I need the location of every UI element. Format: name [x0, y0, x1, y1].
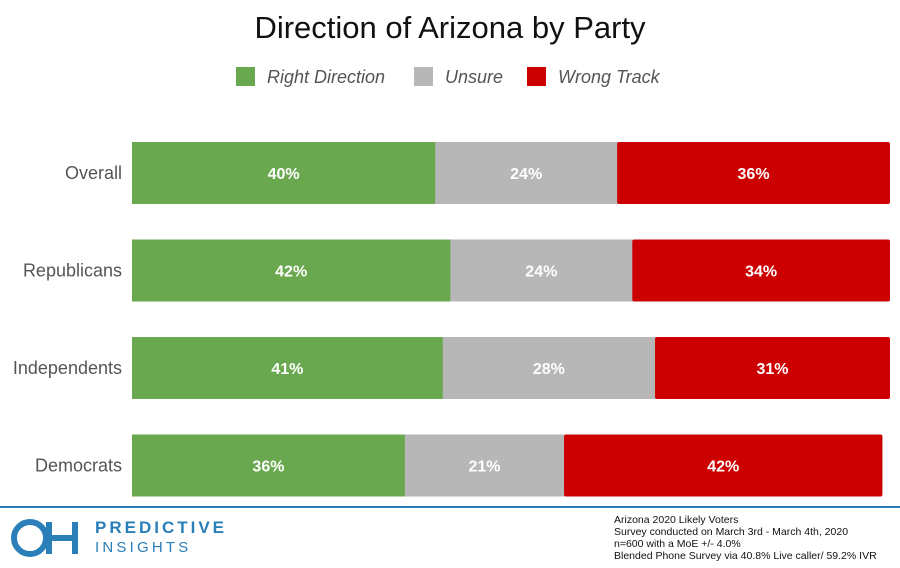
bar-label-independents-right-direction: 41% [271, 361, 303, 378]
bar-row-republicans: 42% 24% 34% [132, 239, 890, 302]
bar-label-republicans-right-direction: 42% [275, 264, 307, 281]
bar-republicans-right-direction [132, 239, 451, 302]
bar-label-democrats-right-direction: 36% [252, 459, 284, 476]
oh-logo-icon [11, 519, 78, 557]
bar-overall-wrong-track [617, 142, 890, 204]
legend-label-right-direction: Right Direction [267, 67, 385, 87]
category-label-republicans: Republicans [23, 261, 122, 281]
category-label-independents: Independents [13, 358, 122, 378]
bar-republicans-unsure [450, 239, 633, 302]
legend-swatch-right-direction [236, 67, 255, 86]
legend: Right Direction Unsure Wrong Track [236, 67, 661, 87]
bar-independents-wrong-track [655, 337, 890, 399]
legend-item-wrong-track: Wrong Track [527, 67, 661, 87]
survey-note-1: Arizona 2020 Likely Voters [614, 514, 739, 526]
stacked-bar-chart: Direction of Arizona by Party Right Dire… [13, 10, 890, 497]
survey-note-4: Blended Phone Survey via 40.8% Live call… [614, 550, 877, 562]
bar-label-republicans-unsure: 24% [525, 264, 557, 281]
bar-independents-right-direction [132, 337, 444, 399]
bar-overall-right-direction [132, 142, 436, 204]
bar-label-democrats-wrong-track: 42% [707, 459, 739, 476]
bar-label-independents-wrong-track: 31% [756, 361, 788, 378]
survey-note-3: n=600 with a MoE +/- 4.0% [614, 538, 741, 550]
bar-democrats-right-direction [132, 434, 406, 497]
category-label-overall: Overall [65, 163, 122, 183]
category-labels: Overall Republicans Independents Democrats [13, 163, 122, 476]
bar-label-overall-wrong-track: 36% [738, 166, 770, 183]
bars: 40% 24% 36% 42% 24% 34% 41% 28% 31% 36% 21% 42% [132, 142, 890, 497]
legend-swatch-wrong-track [527, 67, 546, 86]
bar-label-republicans-wrong-track: 34% [745, 264, 777, 281]
survey-note-2: Survey conducted on March 3rd - March 4t… [614, 526, 849, 538]
footer-divider [0, 506, 900, 508]
legend-label-unsure: Unsure [445, 67, 503, 87]
bar-label-overall-right-direction: 40% [268, 166, 300, 183]
bar-overall-unsure [435, 142, 618, 204]
bar-label-democrats-unsure: 21% [468, 459, 500, 476]
brand-line-1: PREDICTIVE [95, 518, 228, 537]
legend-label-wrong-track: Wrong Track [558, 67, 661, 87]
bar-label-independents-unsure: 28% [533, 361, 565, 378]
legend-item-right-direction: Right Direction [236, 67, 385, 87]
brand-wordmark: PREDICTIVE INSIGHTS [95, 518, 227, 557]
bar-independents-unsure [442, 337, 656, 399]
legend-swatch-unsure [414, 67, 433, 86]
chart-title: Direction of Arizona by Party [254, 10, 646, 45]
category-label-democrats: Democrats [35, 456, 122, 476]
legend-item-unsure: Unsure [414, 67, 503, 87]
bar-democrats-wrong-track [564, 434, 883, 497]
bar-republicans-wrong-track [632, 239, 890, 302]
bar-label-overall-unsure: 24% [510, 166, 542, 183]
bar-democrats-unsure [404, 434, 565, 497]
bar-row-independents: 41% 28% 31% [132, 337, 890, 399]
brand-line-2: INSIGHTS [95, 539, 192, 556]
survey-notes: Arizona 2020 Likely Voters Survey conduc… [614, 514, 877, 562]
bar-row-democrats: 36% 21% 42% [132, 434, 883, 497]
bar-row-overall: 40% 24% 36% [132, 142, 890, 204]
